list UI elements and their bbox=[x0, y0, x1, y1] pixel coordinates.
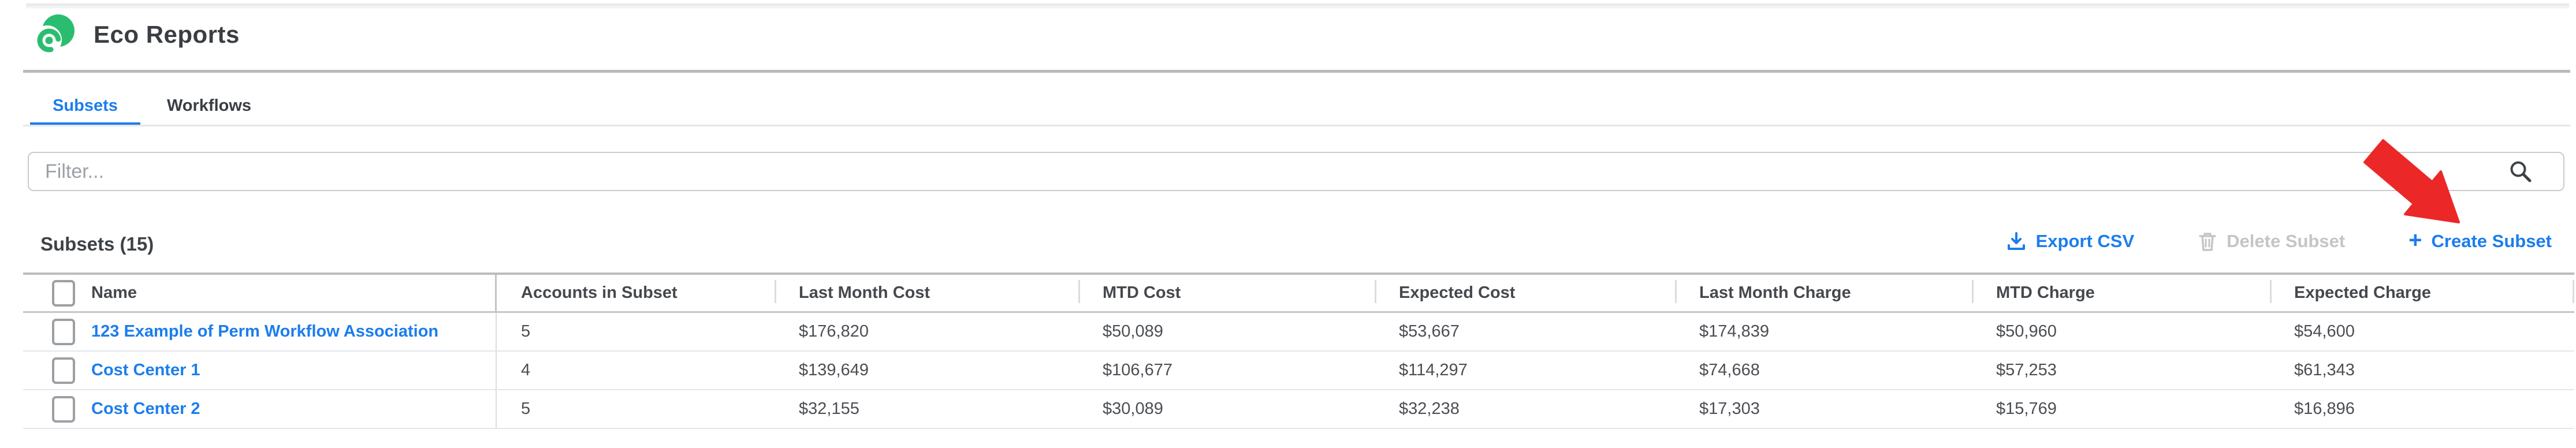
header-expected-cost: Expected Cost bbox=[1375, 275, 1675, 311]
cell-mtd-charge: $50,960 bbox=[1996, 322, 2057, 341]
cell-name: 123 Example of Perm Workflow Association bbox=[23, 313, 497, 350]
cell-name: Cost Center 2 bbox=[23, 390, 497, 428]
cell-accounts: 5 bbox=[521, 322, 531, 341]
table-row: 123 Example of Perm Workflow Association… bbox=[23, 313, 2574, 352]
row-checkbox[interactable] bbox=[52, 357, 75, 384]
subset-link[interactable]: Cost Center 1 bbox=[91, 361, 200, 379]
select-all-checkbox[interactable] bbox=[52, 279, 75, 307]
cell-expected-charge: $16,896 bbox=[2294, 400, 2355, 418]
header-last-month-cost: Last Month Cost bbox=[775, 275, 1078, 311]
header-name-label: Name bbox=[91, 283, 137, 302]
search-icon[interactable] bbox=[2508, 159, 2533, 184]
header-last-month-charge: Last Month Charge bbox=[1675, 275, 1972, 311]
plus-icon: + bbox=[2409, 227, 2422, 253]
header-expected-charge: Expected Charge bbox=[2270, 275, 2574, 311]
header-name: Name bbox=[23, 275, 497, 311]
cell-mtd-cost: $30,089 bbox=[1103, 400, 1163, 418]
filter-box bbox=[28, 152, 2564, 191]
tab-bar: Subsets Workflows bbox=[0, 87, 2576, 127]
header-mtd-charge: MTD Charge bbox=[1972, 275, 2270, 311]
download-icon bbox=[2007, 232, 2025, 250]
cell-mtd-charge: $57,253 bbox=[1996, 361, 2057, 379]
subset-link[interactable]: Cost Center 2 bbox=[91, 400, 200, 418]
cell-name: Cost Center 1 bbox=[23, 352, 497, 389]
tab-bar-divider bbox=[23, 125, 2570, 126]
subsets-table: Name Accounts in Subset Last Month Cost … bbox=[23, 272, 2574, 429]
cell-last-month-cost: $176,820 bbox=[799, 322, 869, 341]
tab-workflows[interactable]: Workflows bbox=[166, 96, 252, 115]
cell-last-month-cost: $32,155 bbox=[799, 400, 859, 418]
cell-accounts: 4 bbox=[521, 361, 531, 379]
cell-mtd-cost: $50,089 bbox=[1103, 322, 1163, 341]
row-checkbox[interactable] bbox=[52, 318, 75, 345]
cell-expected-charge: $61,343 bbox=[2294, 361, 2355, 379]
cell-last-month-charge: $74,668 bbox=[1699, 361, 1760, 379]
window-edge-shadow bbox=[26, 3, 2569, 9]
cell-mtd-cost: $106,677 bbox=[1103, 361, 1172, 379]
cell-accounts: 5 bbox=[521, 400, 531, 418]
table-row: Cost Center 2 5 $32,155 $30,089 $32,238 … bbox=[23, 390, 2574, 429]
active-tab-indicator bbox=[30, 122, 140, 126]
create-subset-label: Create Subset bbox=[2431, 231, 2552, 251]
cell-mtd-charge: $15,769 bbox=[1996, 400, 2057, 418]
filter-input[interactable] bbox=[29, 153, 2563, 190]
cell-expected-cost: $53,667 bbox=[1399, 322, 1460, 341]
row-checkbox[interactable] bbox=[52, 395, 75, 423]
page-header: Eco Reports bbox=[33, 14, 240, 55]
tab-subsets[interactable]: Subsets bbox=[53, 96, 118, 115]
subset-link[interactable]: 123 Example of Perm Workflow Association bbox=[91, 322, 439, 341]
header-divider bbox=[23, 70, 2570, 73]
toolbar-actions: Export CSV Delete Subset + Create Subset bbox=[2006, 227, 2552, 253]
export-csv-label: Export CSV bbox=[2035, 231, 2135, 251]
subsets-count-heading: Subsets (15) bbox=[40, 233, 154, 255]
cell-expected-charge: $54,600 bbox=[2294, 322, 2355, 341]
cell-last-month-cost: $139,649 bbox=[799, 361, 869, 379]
delete-subset-label: Delete Subset bbox=[2227, 231, 2346, 251]
table-row: Cost Center 1 4 $139,649 $106,677 $114,2… bbox=[23, 352, 2574, 390]
page-title: Eco Reports bbox=[94, 21, 240, 48]
cell-last-month-charge: $17,303 bbox=[1699, 400, 1760, 418]
export-csv-button[interactable]: Export CSV bbox=[2006, 231, 2135, 252]
cell-expected-cost: $114,297 bbox=[1399, 361, 1468, 379]
create-subset-button[interactable]: + Create Subset bbox=[2409, 227, 2552, 253]
table-header-row: Name Accounts in Subset Last Month Cost … bbox=[23, 272, 2574, 313]
delete-subset-button[interactable]: Delete Subset bbox=[2198, 231, 2345, 252]
cell-expected-cost: $32,238 bbox=[1399, 400, 1460, 418]
header-mtd-cost: MTD Cost bbox=[1078, 275, 1375, 311]
trash-icon bbox=[2199, 233, 2216, 251]
cell-last-month-charge: $174,839 bbox=[1699, 322, 1769, 341]
eco-logo-icon bbox=[33, 14, 75, 54]
header-accounts-in-subset: Accounts in Subset bbox=[521, 283, 677, 302]
